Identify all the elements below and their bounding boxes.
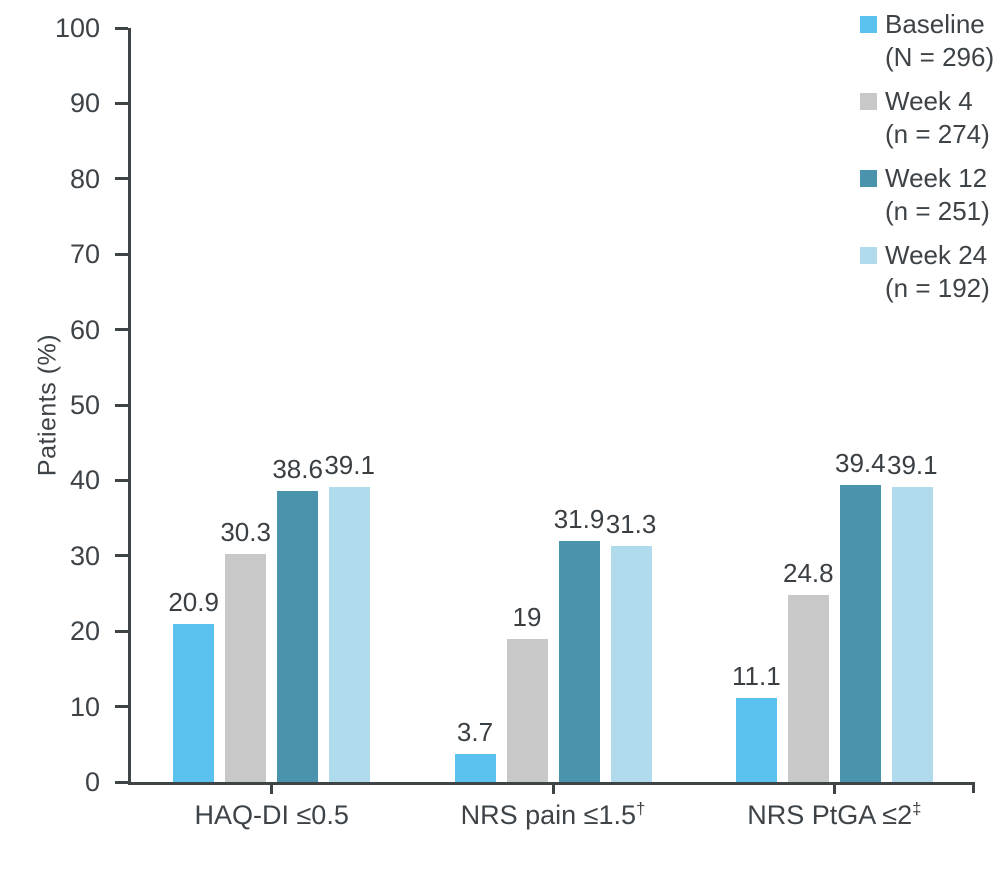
y-tick: [115, 629, 128, 633]
y-tick: [115, 403, 128, 407]
legend-swatch: [860, 247, 877, 264]
legend-sublabel: (n = 192): [885, 273, 990, 303]
x-axis-end-tick: [972, 782, 975, 793]
bar: [173, 624, 215, 782]
legend-item: Week 24 (n = 192): [860, 239, 994, 305]
legend-label: Week 24: [885, 240, 988, 270]
legend-sublabel: (N = 296): [885, 42, 995, 72]
y-tick: [115, 705, 128, 709]
bar-value-label: 3.7: [456, 717, 494, 748]
y-tick-label: 100: [54, 13, 100, 43]
footnote-marker: ‡: [912, 799, 922, 818]
legend-label: Week 4: [885, 86, 973, 116]
bar-value-label: 11.1: [731, 661, 781, 692]
y-tick-label: 30: [69, 540, 100, 571]
bar-value-label: 38.6: [272, 453, 323, 484]
y-tick: [115, 26, 128, 30]
bar: [610, 546, 652, 782]
bar: [454, 754, 496, 782]
category-label: NRS PtGA ≤2‡: [747, 799, 922, 830]
bar-value-label: 30.3: [220, 516, 271, 547]
y-tick-label: 10: [69, 691, 100, 722]
bar-value-label: 31.3: [605, 509, 657, 539]
bar: [277, 490, 319, 782]
bar-value-label: 39.4: [835, 447, 886, 478]
y-tick: [115, 780, 128, 784]
legend-text: Week 4 (n = 274): [885, 85, 990, 151]
category-tick: [832, 785, 836, 794]
legend-swatch: [860, 170, 877, 187]
bar: [787, 595, 829, 782]
legend: Baseline (N = 296) Week 4 (n = 274) Week 12(…: [860, 8, 994, 316]
category-tick: [551, 785, 555, 794]
legend-item: Week 4 (n = 274): [860, 85, 994, 151]
footnote-marker: †: [636, 799, 646, 818]
bar-value-label: 24.8: [783, 558, 834, 589]
legend-label: Baseline: [885, 9, 985, 39]
bar-value-label: 39.1: [324, 450, 375, 481]
bar-value-label: 20.9: [168, 587, 219, 618]
y-tick-label: 80: [69, 163, 100, 194]
category-label: HAQ-DI ≤0.5: [194, 800, 349, 830]
y-tick: [115, 252, 128, 256]
category-label: NRS pain ≤1.5†: [460, 799, 646, 830]
plot-area: 0 10 20 30 40 50 60 70 80 90 100 20.9 30.3 38.6 39.1 HA…: [55, 13, 975, 830]
y-tick-label: 20: [69, 616, 100, 647]
y-tick-label: 70: [69, 239, 100, 270]
y-tick: [115, 328, 128, 332]
legend-item: Baseline (N = 296): [860, 8, 994, 74]
bar-value-label: 39.1: [887, 450, 938, 481]
y-tick-label: 60: [69, 314, 100, 345]
legend-label: Week 12: [885, 163, 988, 193]
y-tick: [115, 554, 128, 558]
bar: [329, 487, 371, 782]
legend-swatch: [860, 16, 877, 33]
legend-item: Week 12 (n = 251): [860, 162, 994, 228]
legend-text: Week 24 (n = 192): [885, 239, 990, 305]
y-tick: [115, 177, 128, 181]
y-tick-label: 0: [84, 767, 100, 797]
y-tick-label: 50: [69, 390, 100, 420]
bar: [225, 553, 267, 782]
legend-text: Week 12 (n = 251): [885, 162, 990, 228]
bar-value-label: 19: [512, 601, 542, 632]
legend-swatch: [860, 93, 877, 110]
bar: [735, 698, 777, 782]
bar-value-label: 31.9: [553, 504, 605, 535]
bar: [891, 487, 933, 782]
bar: [506, 638, 548, 782]
bar: [558, 541, 600, 782]
legend-text: Baseline (N = 296): [885, 8, 994, 74]
legend-sublabel: (n = 251): [885, 196, 990, 226]
legend-sublabel: (n = 274): [885, 119, 990, 149]
bar: [839, 484, 881, 782]
y-tick-label: 40: [69, 465, 100, 496]
y-tick: [115, 101, 128, 105]
y-tick-label: 90: [69, 88, 100, 119]
y-tick: [115, 478, 128, 482]
category-tick: [270, 785, 274, 794]
